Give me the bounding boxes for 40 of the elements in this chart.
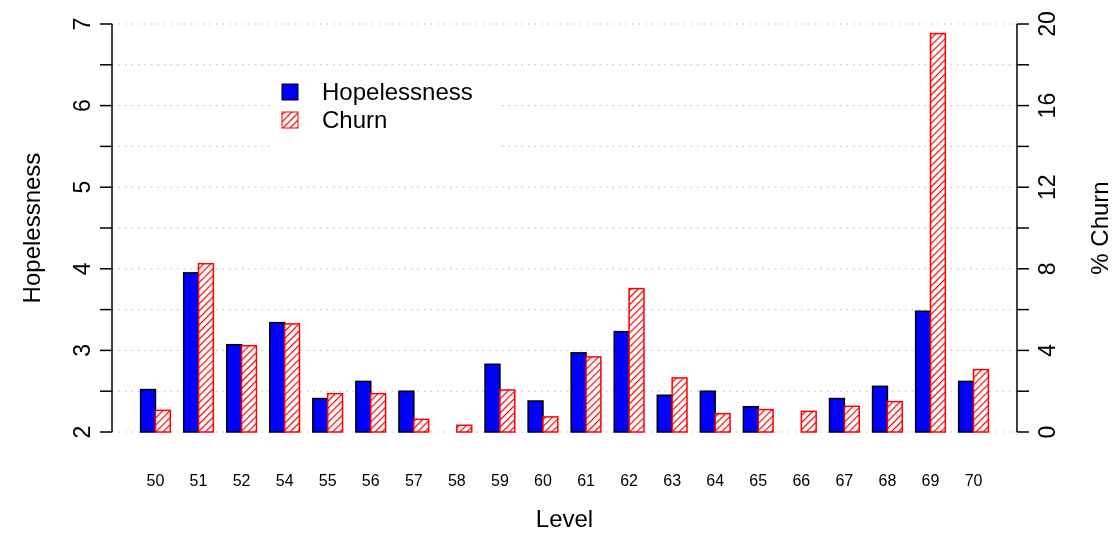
x-tick-label: 54 [275,472,294,489]
y-tick-label: 3 [69,344,95,357]
x-tick-label: 59 [491,472,509,489]
bar [929,32,947,433]
x-tick-label: 69 [921,472,940,489]
x-tick-label: 61 [577,472,596,489]
y-tick-label: 7 [69,17,95,31]
x-tick-label: 58 [447,472,466,489]
x-tick-label: 66 [792,472,811,489]
y-tick-label: 4 [69,262,95,276]
x-tick-label: 52 [232,472,251,489]
y2-tick-label: 8 [1034,262,1060,276]
y-tick-label: 5 [69,180,95,194]
x-axis-title: Level [535,505,594,532]
x-tick-label: 67 [835,472,854,489]
y2-axis-title: % Churn [1086,181,1113,275]
y2-tick-label: 12 [1034,174,1060,200]
y2-tick-label: 20 [1034,11,1060,37]
x-tick-label: 62 [620,472,639,489]
legend-label: Churn [322,106,388,133]
y2-tick-label: 0 [1034,425,1060,439]
y2-tick-label: 4 [1034,343,1060,357]
bar [456,424,473,433]
y2-tick-label: 16 [1034,92,1060,119]
x-tick-label: 50 [146,472,165,489]
x-tick-label: 56 [361,472,380,489]
x-tick-label: 70 [964,472,983,489]
x-tick-label: 64 [706,472,725,489]
x-tick-label: 55 [318,472,337,489]
x-tick-label: 51 [189,472,208,489]
bar [800,410,817,433]
x-tick-label: 57 [404,472,423,489]
legend-label: Hopelessness [322,78,473,105]
y-axis-title: Hopelessness [18,152,45,304]
x-tick-label: 68 [878,472,897,489]
x-tick-label: 63 [663,472,682,489]
x-tick-label: 65 [749,472,768,489]
x-tick-label: 60 [534,472,552,489]
y-tick-label: 2 [69,425,95,439]
y-tick-label: 6 [69,99,95,112]
